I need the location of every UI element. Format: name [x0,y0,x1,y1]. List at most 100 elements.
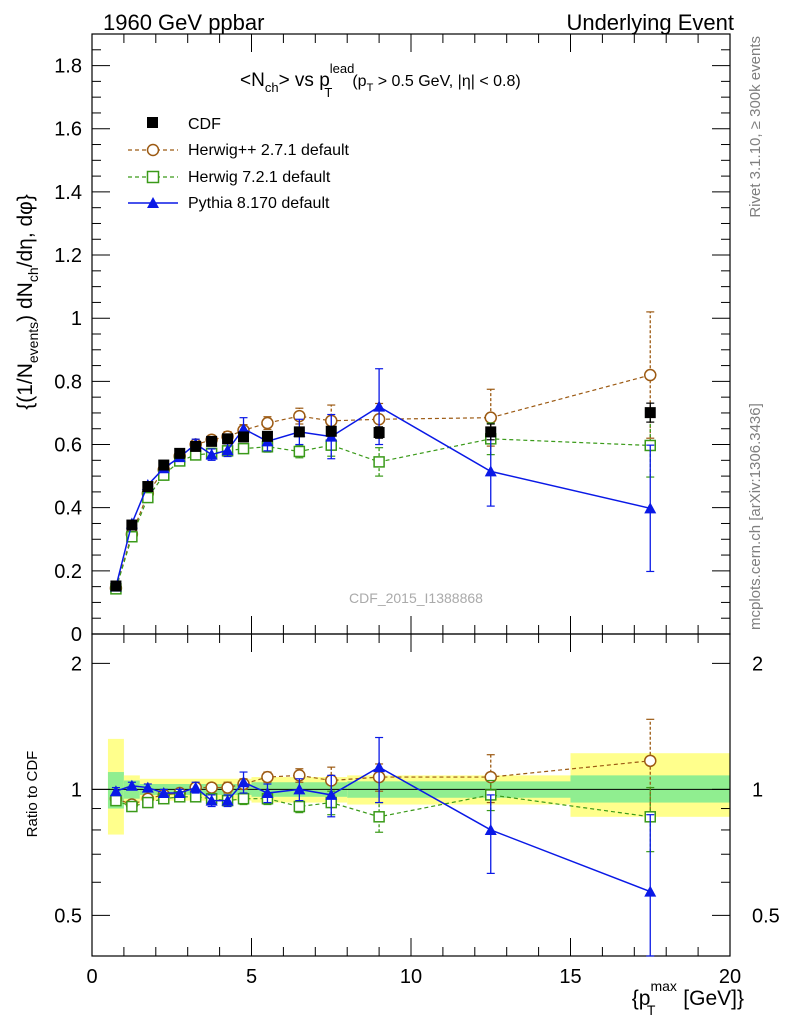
main-point-cdf [644,407,656,419]
main-series-pythia [109,368,657,592]
main-point-cdf [485,426,497,438]
rivet-version-label: Rivet 3.1.10, ≥ 300k events [747,36,764,218]
ratio-point-pythia [644,885,657,897]
main-point-pythia [205,448,218,460]
main-y-tick-label: 1 [71,308,82,330]
ratio-point-pythia [125,779,138,791]
main-y-tick-label: 1.6 [54,119,82,141]
ratio-y-tick-label-right: 2 [752,653,763,675]
x-tick-label: 5 [246,966,257,988]
ratio-point-pythia [189,781,202,793]
x-tick-label: 0 [86,966,97,988]
x-axis-label: {pmax T [GeV]} [632,978,744,1018]
ratio-point-herwigpp [644,754,657,768]
ratio-point-herwig7 [293,800,306,813]
main-point-herwigpp [644,368,657,382]
legend-marker-herwig7 [146,170,160,184]
x-tick-label: 10 [400,966,422,988]
ratio-point-herwig7 [126,800,138,813]
ratio-point-pythia [484,823,497,835]
x-tick-label: 15 [559,966,581,988]
ratio-point-pythia [221,794,234,806]
main-point-pythia [221,444,234,456]
main-series [109,311,657,595]
ratio-y-tick-label-right: 0.5 [752,905,780,927]
ratio-point-pythia [325,788,338,800]
x-tick-label: 20 [719,966,741,988]
ratio-point-pythia [293,783,306,795]
ratio-point-pythia [173,787,186,799]
main-y-tick-label: 0 [71,624,82,646]
main-point-cdf [222,433,234,445]
main-point-cdf [158,459,170,471]
main-point-herwig7 [126,530,138,543]
legend-label-herwig7: Herwig 7.2.1 default [188,169,331,186]
legend-marker-herwigpp [146,143,160,157]
legend: CDF Herwig++ 2.7.1 default Herwig 7.2.1 … [128,116,350,212]
main-point-cdf [293,426,305,438]
main-point-herwigpp [484,411,497,424]
main-y-tick-label: 0.4 [54,498,82,520]
ratio-point-pythia [157,787,170,799]
main-line-herwigpp [115,374,651,589]
ratio-point-pythia [261,787,274,799]
legend-marker-cdf [147,117,158,128]
header-right: Underlying Event [566,10,734,35]
ratio-point-pythia [109,785,122,797]
ratio-point-herwig7 [142,796,154,809]
main-y-tick-label: 0.8 [54,371,82,393]
main-point-cdf [261,430,273,442]
ratio-y-tick-label-right: 1 [752,779,763,801]
analysis-watermark: CDF_2015_I1388868 [349,590,483,606]
ratio-point-pythia [373,761,386,773]
main-point-cdf [190,440,202,452]
main-point-cdf [110,580,122,592]
header-left: 1960 GeV ppbar [103,10,264,35]
main-y-tick-label: 1.4 [54,182,82,204]
main-point-pythia [373,400,386,412]
main-point-cdf [238,431,250,443]
ratio-point-herwigpp [221,781,234,794]
ratio-point-pythia [205,794,218,806]
ratio-point-herwigpp [261,770,274,784]
main-series-cdf [110,402,656,592]
legend-label-herwigpp: Herwig++ 2.7.1 default [188,142,350,159]
main-point-herwigpp [261,416,274,430]
main-point-herwig7 [293,445,306,458]
mcplots-label: mcplots.cern.ch [arXiv:1306.3436] [747,403,764,630]
main-y-tick-label: 0.6 [54,435,82,457]
legend-label-cdf: CDF [188,116,221,133]
ratio-y-tick-label: 2 [71,653,82,675]
ratio-series [109,718,657,957]
ratio-point-herwig7 [373,811,385,823]
ratio-series-pythia [109,736,657,957]
main-point-cdf [174,447,186,459]
main-y-tick-label: 1.8 [54,56,82,78]
main-y-tick-label: 0.2 [54,561,82,583]
legend-label-pythia: Pythia 8.170 default [188,195,330,212]
main-point-cdf [126,519,138,531]
ratio-y-axis-label: Ratio to CDF [24,751,41,838]
ratio-point-herwigpp [205,781,218,794]
main-axes: 0 0.2 0.4 0.6 0.8 1 1.2 1.4 1.6 1.8 [54,33,731,646]
main-point-herwig7 [237,442,250,455]
legend-marker-pythia [147,197,159,208]
main-point-pythia [237,422,250,434]
ratio-y-tick-label: 1 [71,779,82,801]
main-y-tick-label: 1.2 [54,245,82,267]
ratio-point-pythia [141,781,154,793]
ratio-y-tick-label: 0.5 [54,905,82,927]
ratio-point-herwig7 [110,794,122,807]
ratio-point-herwig7 [237,792,250,805]
main-point-pythia [484,465,497,477]
main-point-cdf [142,481,154,493]
main-point-pythia [644,502,657,514]
ratio-point-pythia [237,776,250,788]
main-point-cdf [325,425,337,437]
main-plot-title: <Nch> vs plead T(pT > 0.5 GeV, |η| < 0.8) [240,61,521,100]
main-point-herwig7 [373,456,385,468]
main-y-axis-label: {(1/Nevents) dNch/dη, dφ} [14,194,41,410]
main-point-cdf [206,435,218,447]
main-point-cdf [373,427,385,439]
